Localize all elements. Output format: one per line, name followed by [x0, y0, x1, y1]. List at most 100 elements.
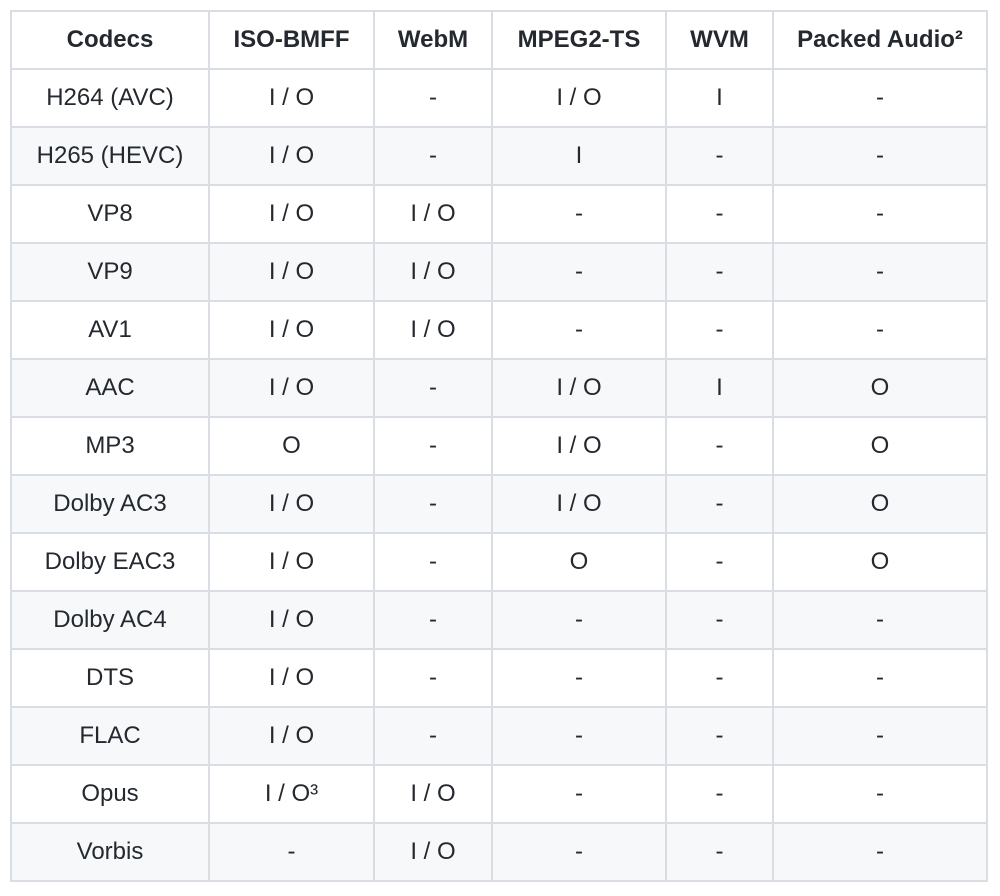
- header-iso-bmff: ISO-BMFF: [208, 10, 375, 70]
- cell-webm: -: [373, 416, 493, 476]
- cell-wvm: -: [665, 764, 774, 824]
- cell-webm: I / O: [373, 184, 493, 244]
- cell-wvm: -: [665, 648, 774, 708]
- cell-wvm: -: [665, 242, 774, 302]
- cell-webm: -: [373, 706, 493, 766]
- cell-mpeg2-ts: -: [491, 242, 667, 302]
- cell-webm: -: [373, 68, 493, 128]
- cell-packed-audio: O: [772, 532, 988, 592]
- cell-wvm: I: [665, 358, 774, 418]
- header-codecs: Codecs: [10, 10, 210, 70]
- header-packed-audio: Packed Audio²: [772, 10, 988, 70]
- cell-webm: I / O: [373, 300, 493, 360]
- cell-mpeg2-ts: I / O: [491, 416, 667, 476]
- table-row: MP3 O - I / O-O: [10, 416, 988, 476]
- cell-iso-bmff: I / O: [208, 474, 375, 534]
- cell-webm: -: [373, 648, 493, 708]
- table-body: H264 (AVC) I / O-I / O I - H265 (HEVC) I / O-…: [10, 68, 988, 882]
- cell-wvm: -: [665, 416, 774, 476]
- cell-packed-audio: -: [772, 184, 988, 244]
- cell-codec: DTS: [10, 648, 210, 708]
- cell-codec: H265 (HEVC): [10, 126, 210, 186]
- cell-wvm: -: [665, 822, 774, 882]
- cell-iso-bmff: I / O: [208, 68, 375, 128]
- cell-packed-audio: -: [772, 68, 988, 128]
- cell-packed-audio: -: [772, 242, 988, 302]
- table-row: Dolby AC4 I / O----: [10, 590, 988, 650]
- codec-support-table-wrapper: Codecs ISO-BMFF WebM MPEG2-TS WVM Packed…: [10, 10, 988, 882]
- cell-codec: MP3: [10, 416, 210, 476]
- cell-packed-audio: -: [772, 822, 988, 882]
- cell-webm: -: [373, 474, 493, 534]
- cell-wvm: I: [665, 68, 774, 128]
- cell-packed-audio: -: [772, 126, 988, 186]
- cell-wvm: -: [665, 706, 774, 766]
- cell-wvm: -: [665, 532, 774, 592]
- cell-mpeg2-ts: I / O: [491, 358, 667, 418]
- cell-mpeg2-ts: -: [491, 590, 667, 650]
- cell-mpeg2-ts: -: [491, 764, 667, 824]
- cell-mpeg2-ts: -: [491, 184, 667, 244]
- cell-packed-audio: -: [772, 706, 988, 766]
- table-row: Vorbis - I / O---: [10, 822, 988, 882]
- cell-iso-bmff: I / O: [208, 532, 375, 592]
- cell-codec: AV1: [10, 300, 210, 360]
- cell-iso-bmff: I / O³: [208, 764, 375, 824]
- cell-codec: Dolby EAC3: [10, 532, 210, 592]
- table-row: FLAC I / O----: [10, 706, 988, 766]
- table-header-row: Codecs ISO-BMFF WebM MPEG2-TS WVM Packed…: [10, 10, 988, 70]
- cell-wvm: -: [665, 474, 774, 534]
- header-webm: WebM: [373, 10, 493, 70]
- cell-iso-bmff: I / O: [208, 184, 375, 244]
- cell-codec: AAC: [10, 358, 210, 418]
- table-row: H265 (HEVC) I / O-I--: [10, 126, 988, 186]
- cell-codec: VP8: [10, 184, 210, 244]
- cell-iso-bmff: I / O: [208, 300, 375, 360]
- cell-iso-bmff: I / O: [208, 706, 375, 766]
- cell-codec: Opus: [10, 764, 210, 824]
- cell-packed-audio: O: [772, 358, 988, 418]
- cell-mpeg2-ts: -: [491, 822, 667, 882]
- cell-webm: I / O: [373, 242, 493, 302]
- cell-mpeg2-ts: O: [491, 532, 667, 592]
- cell-iso-bmff: O: [208, 416, 375, 476]
- cell-codec: VP9: [10, 242, 210, 302]
- cell-wvm: -: [665, 184, 774, 244]
- cell-webm: -: [373, 532, 493, 592]
- cell-webm: I / O: [373, 764, 493, 824]
- cell-packed-audio: -: [772, 648, 988, 708]
- cell-mpeg2-ts: -: [491, 300, 667, 360]
- cell-iso-bmff: I / O: [208, 358, 375, 418]
- cell-mpeg2-ts: I / O: [491, 68, 667, 128]
- cell-iso-bmff: I / O: [208, 126, 375, 186]
- cell-mpeg2-ts: -: [491, 706, 667, 766]
- cell-iso-bmff: I / O: [208, 242, 375, 302]
- cell-mpeg2-ts: I: [491, 126, 667, 186]
- header-mpeg2-ts: MPEG2-TS: [491, 10, 667, 70]
- cell-codec: Vorbis: [10, 822, 210, 882]
- cell-webm: -: [373, 590, 493, 650]
- cell-codec: Dolby AC3: [10, 474, 210, 534]
- table-row: Dolby AC3 I / O-I / O-O: [10, 474, 988, 534]
- cell-codec: H264 (AVC): [10, 68, 210, 128]
- cell-codec: Dolby AC4: [10, 590, 210, 650]
- cell-wvm: -: [665, 590, 774, 650]
- cell-packed-audio: O: [772, 416, 988, 476]
- header-wvm: WVM: [665, 10, 774, 70]
- cell-mpeg2-ts: I / O: [491, 474, 667, 534]
- cell-packed-audio: -: [772, 590, 988, 650]
- cell-packed-audio: -: [772, 764, 988, 824]
- cell-wvm: -: [665, 126, 774, 186]
- cell-codec: FLAC: [10, 706, 210, 766]
- cell-wvm: -: [665, 300, 774, 360]
- cell-iso-bmff: -: [208, 822, 375, 882]
- cell-webm: I / O: [373, 822, 493, 882]
- cell-packed-audio: O: [772, 474, 988, 534]
- cell-iso-bmff: I / O: [208, 590, 375, 650]
- cell-webm: -: [373, 358, 493, 418]
- table-row: Dolby EAC3 I / O-O-O: [10, 532, 988, 592]
